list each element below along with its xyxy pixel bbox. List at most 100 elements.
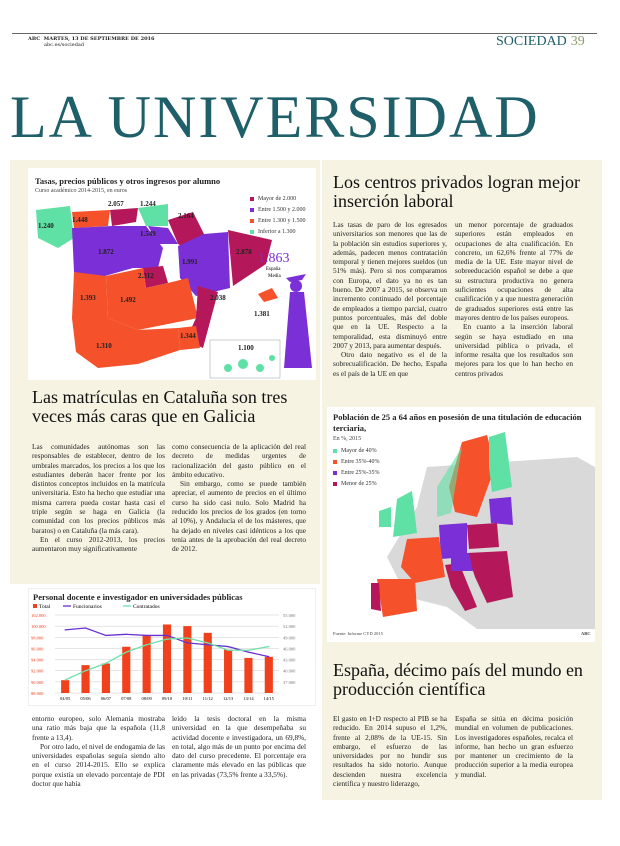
- region-value: 2.164: [178, 212, 194, 220]
- legend-label: Funcionarios: [73, 604, 102, 610]
- legend-label: Inferior a 1.300: [258, 229, 296, 235]
- country-uk: [393, 491, 417, 537]
- point-contratados: [125, 651, 127, 653]
- legend-swatch: [333, 470, 337, 475]
- region-value: 1.872: [98, 248, 114, 256]
- region-value: 1.448: [72, 216, 88, 224]
- region-value: 1.549: [140, 230, 156, 238]
- article1-col1: Las comunidades autónomas son las respon…: [32, 442, 165, 554]
- paragraph: Las comunidades autónomas son las respon…: [32, 442, 165, 535]
- legend-swatch: [250, 229, 254, 234]
- region-cataluna: [228, 230, 272, 286]
- paragraph: Las tasas de paro de los egresados unive…: [333, 220, 447, 350]
- chart-title: Personal docente e investigador en unive…: [33, 592, 243, 602]
- region-value: 1.381: [254, 310, 270, 318]
- graduate-figure: [284, 274, 312, 368]
- europe-infographic: Población de 25 a 64 años en posesión de…: [327, 407, 595, 642]
- legend-label: Contratados: [133, 604, 160, 610]
- region-aragon: [178, 232, 230, 296]
- europe-map: [371, 432, 595, 629]
- country-france: [401, 537, 445, 583]
- region-castilla-leon: [72, 226, 163, 278]
- article1-col2: como consecuencia de la aplicación del r…: [172, 442, 306, 554]
- point-contratados: [227, 649, 229, 651]
- bar-total-11/12: [203, 632, 212, 693]
- article2-headline: Los centros privados logran mejor inserc…: [333, 172, 580, 211]
- average-label2: Media: [268, 274, 282, 279]
- legend-swatch: [333, 481, 337, 486]
- bar-total-07/08: [122, 646, 131, 693]
- region-andalucia: [72, 318, 180, 368]
- infographic-title: Tasas, precios públicos y otros ingresos…: [35, 176, 221, 186]
- header-rule: [12, 33, 597, 34]
- infographic-subtitle: Curso académico 2014-2015, en euros: [35, 188, 128, 194]
- legend-item: Mayor de 40%: [333, 446, 380, 457]
- region-castilla-mancha: [106, 268, 198, 330]
- legend-swatch: [333, 459, 337, 464]
- region-value: 1.991: [182, 258, 198, 266]
- region-value: 1.344: [180, 332, 196, 340]
- right-tick-label: 40.000: [283, 669, 296, 674]
- bar-total-06/07: [101, 663, 110, 693]
- legend-swatch: [250, 196, 254, 201]
- paragraph: Otro dato negativo es el de la sobrecual…: [333, 350, 447, 378]
- x-tick-label: 06/07: [101, 696, 112, 701]
- legend-swatch: [250, 207, 254, 212]
- point-contratados: [247, 649, 250, 651]
- region-baleares: [258, 288, 278, 302]
- source: Fuente: Informe CYD 2015: [333, 631, 383, 636]
- right-tick-label: 37.000: [283, 680, 296, 685]
- left-tick-label: 100.000: [31, 624, 46, 629]
- country-norway: [437, 447, 462, 517]
- article2-col2: un menor porcentaje de graduados superio…: [455, 220, 573, 378]
- legend-item: Entre 35%-40%: [333, 457, 380, 468]
- point-funcionarios: [84, 627, 87, 629]
- average-value: 1.863: [258, 251, 290, 266]
- x-tick-label: 13/14: [243, 696, 254, 701]
- point-contratados: [268, 645, 270, 648]
- point-funcionarios: [227, 645, 229, 648]
- bar-total-04/05: [61, 680, 70, 693]
- section-name: SOCIEDAD: [496, 34, 567, 49]
- point-funcionarios: [125, 633, 127, 635]
- paragraph: Por otro lado, el nivel de endogamia de …: [32, 741, 165, 789]
- right-tick-label: 55.000: [283, 613, 296, 618]
- point-contratados: [166, 638, 168, 640]
- paragraph: En cuanto a la inserción laboral según s…: [455, 322, 573, 378]
- bar-total-12/13: [224, 649, 233, 693]
- country-italy: [445, 563, 477, 611]
- x-tick-label: 04/05: [60, 696, 71, 701]
- country-balkans: [467, 551, 513, 603]
- article3-headline: España, décimo país del mundo en producc…: [333, 660, 583, 699]
- legend-swatch: [250, 218, 254, 223]
- legend-swatch: [33, 604, 37, 608]
- region-value: 1.240: [38, 222, 54, 230]
- legend-label: Mayor de 40%: [341, 448, 377, 454]
- paragraph: Sin embargo, como se puede también aprec…: [172, 479, 306, 554]
- article1-cont-col2: leído la tesis doctoral en la misma univ…: [172, 714, 306, 779]
- country-poland: [467, 523, 499, 549]
- legend-label: Mayor de 2.000: [258, 196, 297, 202]
- europe-subtitle: En %, 2015: [333, 436, 362, 442]
- left-tick-label: 102.000: [31, 613, 46, 618]
- legend-label: Entre 1.300 y 1.500: [258, 218, 306, 224]
- point-contratados: [186, 637, 188, 639]
- country-ireland: [379, 507, 391, 527]
- x-tick-label: 12/13: [223, 696, 234, 701]
- point-funcionarios: [207, 644, 209, 646]
- region-value: 2.057: [108, 200, 124, 208]
- point-funcionarios: [268, 656, 270, 658]
- right-tick-label: 46.000: [283, 646, 296, 651]
- legend-item: Menor de 25%: [333, 479, 380, 490]
- x-tick-label: 11/12: [203, 696, 213, 701]
- paragraph: España se sitúa en décima posición mundi…: [455, 714, 573, 779]
- paragraph: entorno europeo, solo Alemania mostraba …: [32, 714, 165, 742]
- paragraph: un menor porcentaje de graduados superio…: [455, 220, 573, 322]
- point-contratados: [105, 662, 107, 664]
- region-value: 1.100: [238, 344, 254, 352]
- point-contratados: [146, 644, 148, 646]
- legend-label: Menor de 25%: [341, 481, 377, 487]
- x-tick-label: 05/06: [80, 696, 91, 701]
- paragraph: En el curso 2012-2013, los precios aumen…: [32, 534, 165, 554]
- paragraph: leído la tesis doctoral en la misma univ…: [172, 714, 306, 779]
